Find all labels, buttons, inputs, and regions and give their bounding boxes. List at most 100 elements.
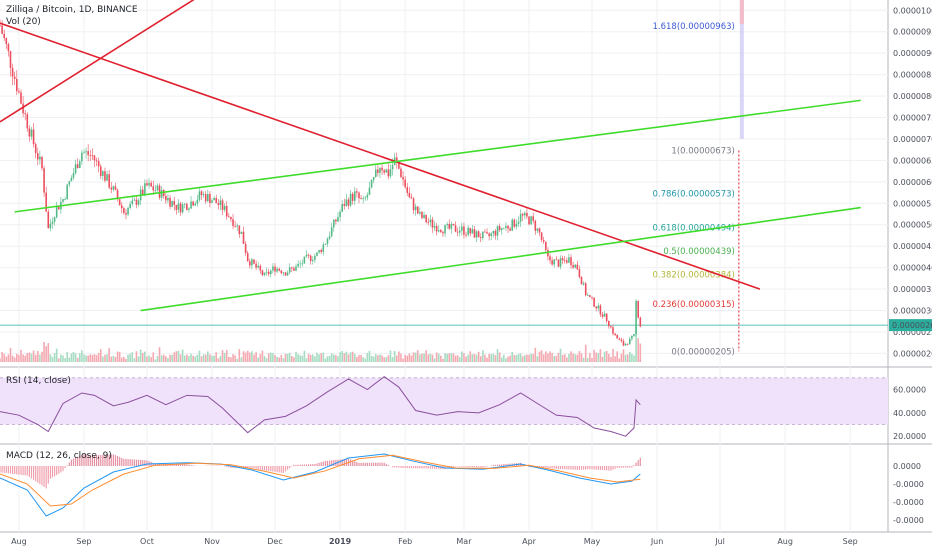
macd-histogram-bar <box>1 466 3 473</box>
candle-body <box>211 200 213 203</box>
volume-bar <box>570 351 572 362</box>
macd-histogram-bar <box>574 466 576 470</box>
volume-bar <box>400 353 402 362</box>
candle-body <box>99 166 102 176</box>
macd-histogram-bar <box>3 466 5 473</box>
volume-bar <box>597 352 600 362</box>
volume-bar <box>555 355 558 362</box>
candle-body <box>433 225 436 228</box>
candle-body <box>360 198 362 200</box>
candle-body <box>259 265 262 271</box>
volume-bar <box>425 350 427 362</box>
candle-body <box>444 224 446 234</box>
volume-bar <box>587 357 589 362</box>
candle-body <box>330 227 333 237</box>
volume-bar <box>274 355 276 362</box>
volume-bar <box>230 357 232 362</box>
candle-body <box>589 295 591 298</box>
volume-bar <box>215 352 218 362</box>
symbol-title: Zilliqa / Bitcoin, 1D, BINANCE <box>6 5 138 15</box>
candle-body <box>572 265 574 268</box>
macd-histogram-bar <box>43 466 45 487</box>
candle-body <box>318 249 320 253</box>
candle-body <box>362 198 364 200</box>
macd-histogram-bar <box>410 466 413 469</box>
candle-body <box>154 190 157 192</box>
volume-bar <box>372 356 375 362</box>
volume-bar <box>332 354 335 362</box>
macd-histogram-bar <box>629 466 631 468</box>
candle-body <box>68 181 71 185</box>
candle-body <box>593 297 595 307</box>
volume-bar <box>530 353 532 362</box>
macd-histogram-bar <box>465 466 467 467</box>
candle-body <box>83 152 85 154</box>
volume-bar <box>379 354 381 362</box>
volume-bar <box>217 358 220 362</box>
candle-body <box>599 305 602 315</box>
candle-body <box>624 343 627 346</box>
macd-histogram-bar <box>618 466 620 468</box>
macd-histogram-bar <box>70 459 72 466</box>
trend-line-red-upper <box>0 22 761 290</box>
macd-histogram-bar <box>68 462 70 466</box>
candle-body <box>454 225 457 232</box>
candle-body <box>513 219 516 227</box>
macd-histogram-bar <box>303 464 305 466</box>
macd-histogram-bar <box>603 466 606 471</box>
candle-body <box>605 313 608 322</box>
macd-histogram-bar <box>104 454 106 466</box>
macd-histogram-bar <box>144 460 146 466</box>
macd-histogram-bar <box>379 462 381 466</box>
candle-body <box>36 153 39 160</box>
volume-bar <box>607 353 610 362</box>
candle-body <box>574 264 577 268</box>
macd-histogram-bar <box>116 456 119 466</box>
candle-body <box>458 230 461 233</box>
volume-bar <box>582 357 585 362</box>
candle-body <box>553 259 556 265</box>
macd-histogram-bar <box>11 466 14 474</box>
volume-bar <box>112 355 115 362</box>
candle-body <box>15 78 18 92</box>
candle-body <box>87 151 89 155</box>
candle-body <box>515 223 518 227</box>
fib-level-label: 0.382(0.00000384) <box>653 271 735 281</box>
volume-bar <box>347 354 350 362</box>
macd-histogram-bar <box>490 465 492 466</box>
volume-bar <box>503 354 505 362</box>
volume-bar <box>7 354 10 362</box>
macd-histogram-bar <box>373 462 375 466</box>
y-tick-label: 0.00000500 <box>893 221 932 230</box>
volume-bar <box>353 353 356 362</box>
candle-body <box>1 25 3 34</box>
macd-histogram-bar <box>5 466 7 474</box>
candle-body <box>85 151 87 153</box>
fib-level-label: 1(0.00000673) <box>671 147 734 157</box>
candle-body <box>633 334 635 336</box>
macd-histogram-bar <box>349 459 352 466</box>
macd-histogram-bar <box>310 464 312 466</box>
x-tick-label: Jun <box>650 537 664 546</box>
volume-bar <box>311 354 314 362</box>
macd-histogram-bar <box>245 466 247 468</box>
volume-bar <box>580 353 583 362</box>
candle-body <box>49 223 52 229</box>
macd-histogram-bar <box>528 466 530 468</box>
volume-bar <box>255 352 257 362</box>
volume-bar <box>326 356 329 362</box>
macd-histogram-bar <box>58 466 60 474</box>
candle-body <box>603 313 606 317</box>
trend-line-green-upper <box>14 99 861 213</box>
candle-body <box>431 219 434 228</box>
macd-pane <box>0 453 641 517</box>
macd-histogram-bar <box>370 462 373 466</box>
volume-bar <box>412 352 415 362</box>
macd-histogram-bar <box>102 454 104 466</box>
volume-bar <box>513 355 516 362</box>
candle-body <box>64 199 66 200</box>
volume-bar <box>150 357 152 362</box>
volume-bar <box>593 349 595 362</box>
macd-histogram-bar <box>463 466 465 467</box>
